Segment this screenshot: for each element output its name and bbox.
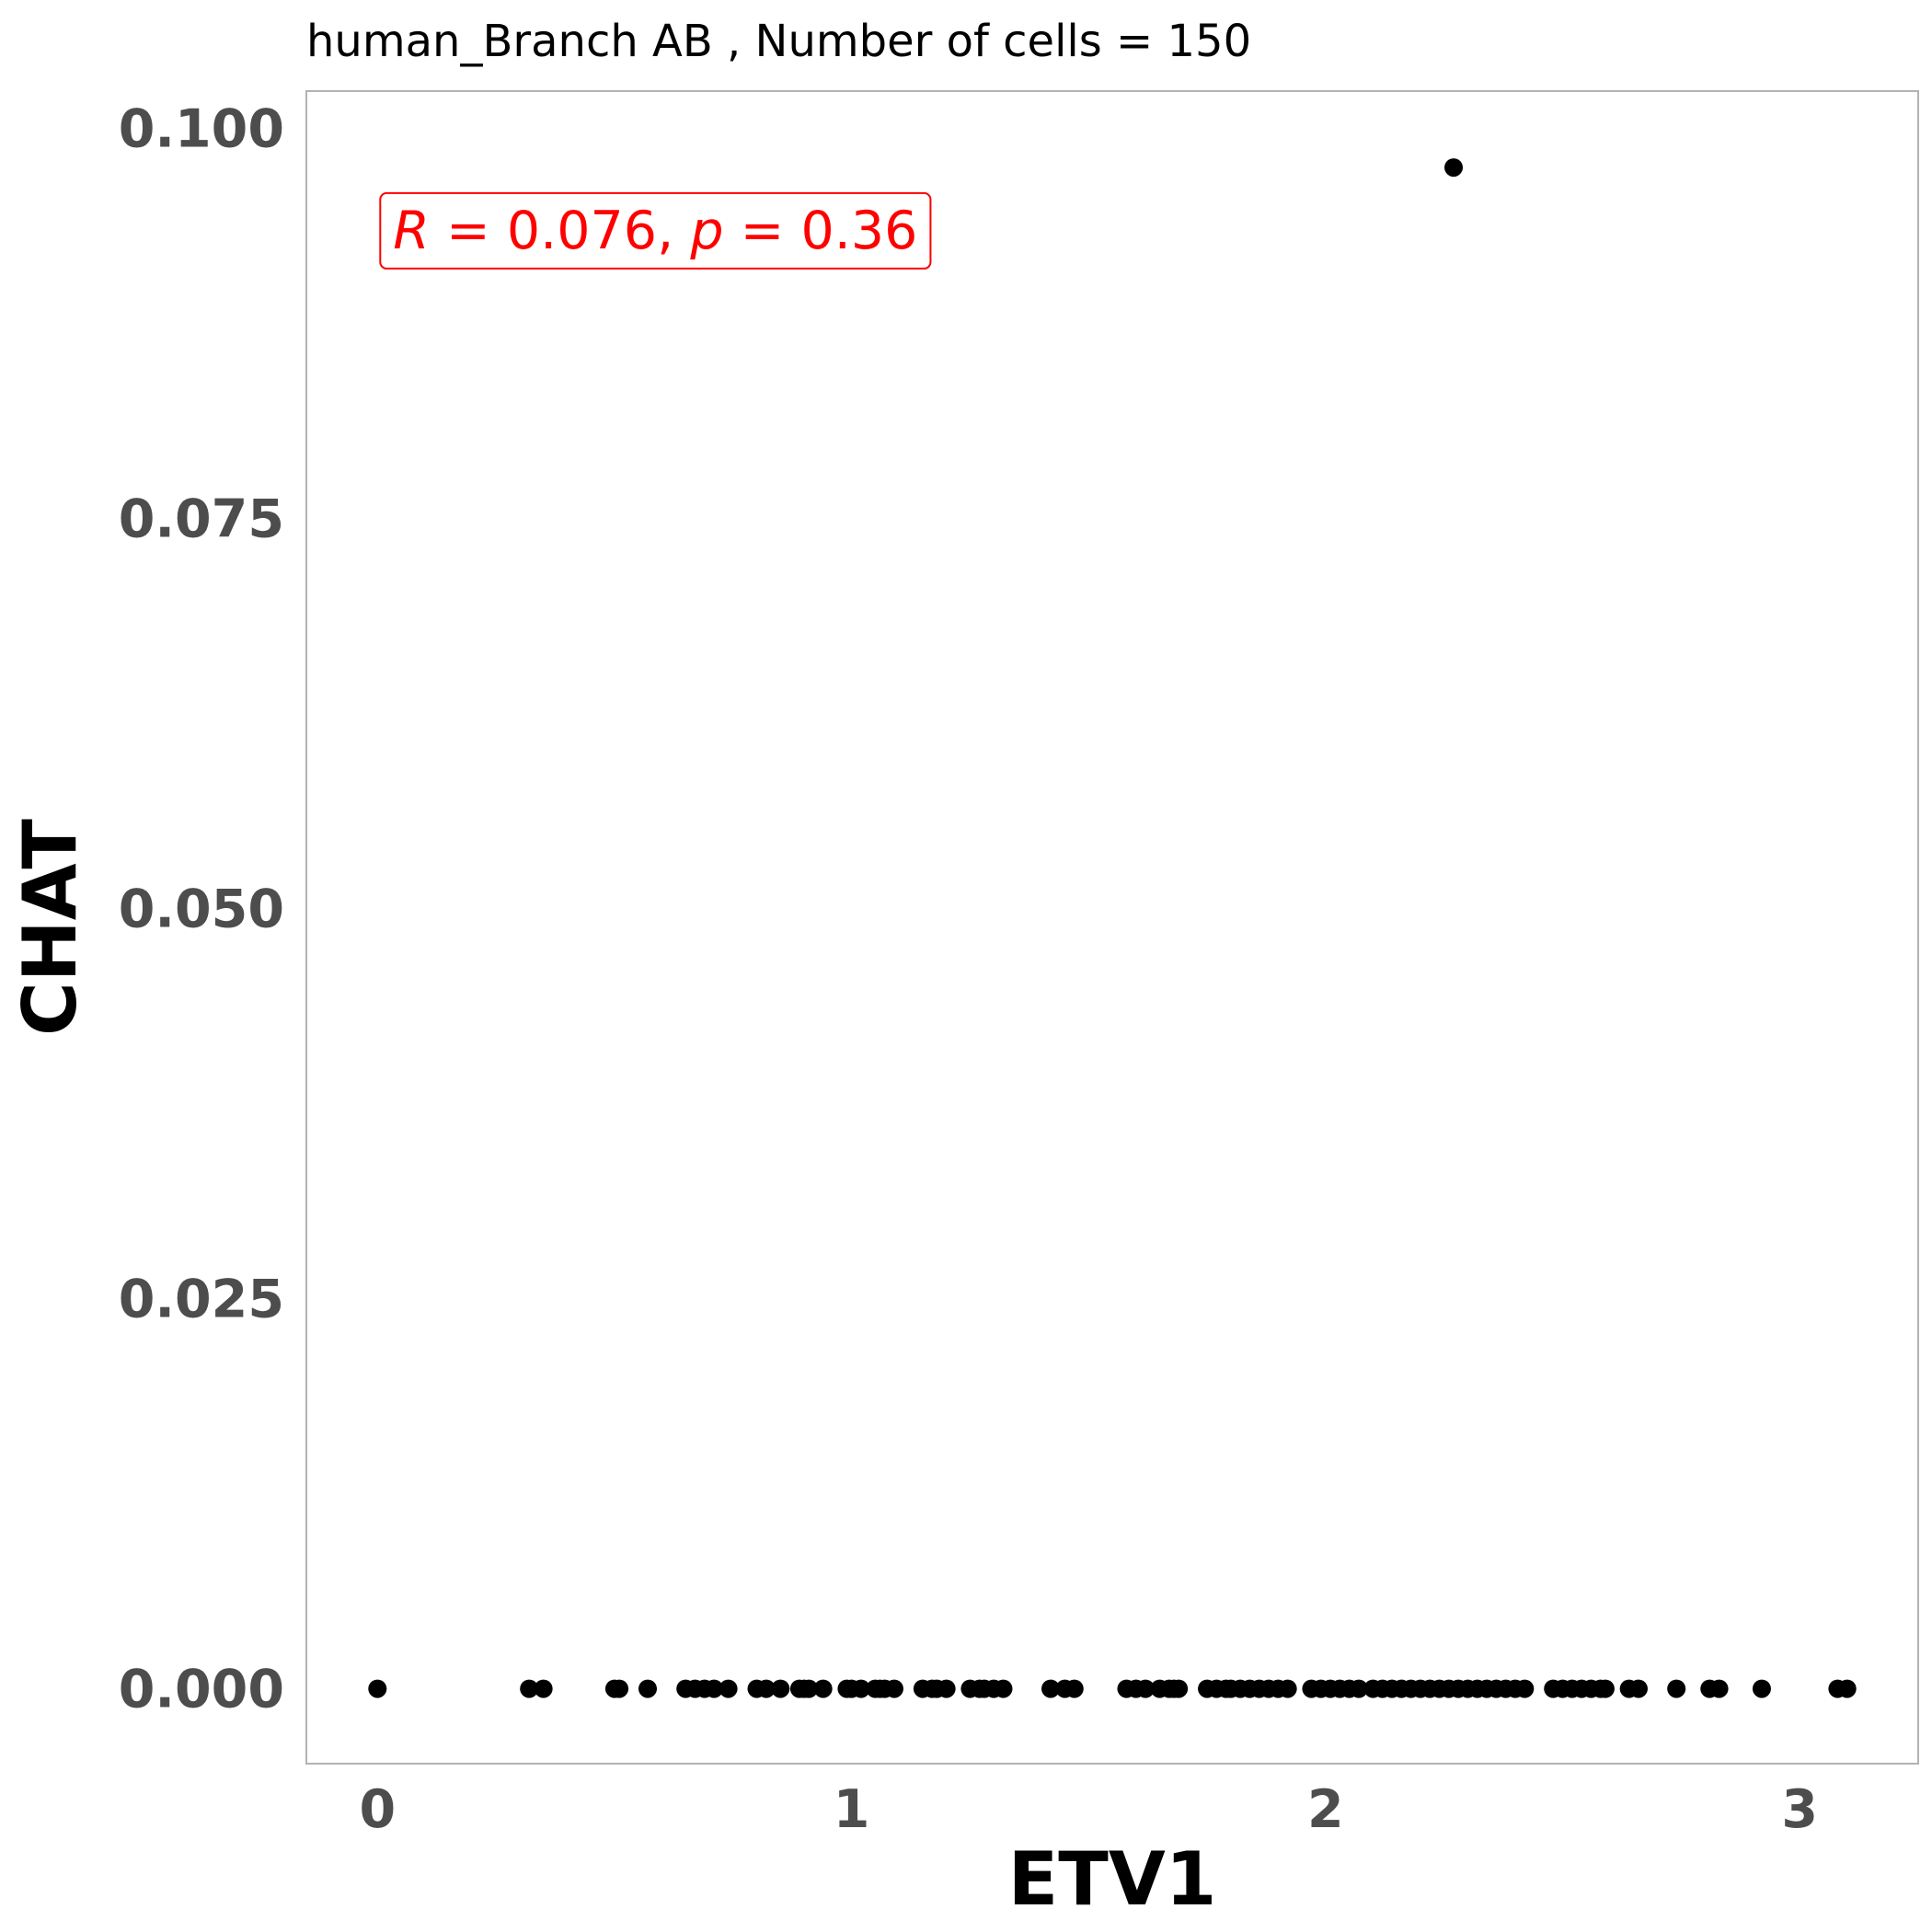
correlation-annotation: R = 0.076, p = 0.36 — [379, 191, 932, 270]
x-axis-ticks: 0 1 2 3 — [359, 1779, 1818, 1840]
data-point — [851, 1679, 870, 1698]
y-tick-label: 0.075 — [119, 489, 284, 550]
data-point — [1667, 1679, 1686, 1698]
data-point — [705, 1679, 724, 1698]
data-point — [771, 1679, 790, 1698]
data-point — [520, 1679, 539, 1698]
data-point — [813, 1679, 833, 1698]
p-value: = 0.36 — [724, 201, 918, 261]
data-point — [1278, 1679, 1297, 1698]
y-tick-label: 0.050 — [119, 880, 284, 940]
data-point — [1064, 1679, 1084, 1698]
data-point — [719, 1679, 738, 1698]
data-point — [368, 1679, 387, 1698]
data-point — [534, 1679, 553, 1698]
chart-title: human_Branch AB , Number of cells = 150 — [306, 16, 1251, 67]
x-tick-label: 0 — [359, 1779, 396, 1840]
y-tick-label: 0.025 — [119, 1270, 284, 1330]
correlation-label: R = 0.076, p = 0.36 — [393, 201, 917, 261]
data-point — [799, 1679, 819, 1698]
y-tick-label: 0.100 — [119, 99, 284, 160]
data-point — [1515, 1679, 1535, 1698]
data-point — [1595, 1679, 1615, 1698]
x-tick-label: 3 — [1781, 1779, 1818, 1840]
data-point — [1628, 1679, 1648, 1698]
data-point — [1752, 1679, 1771, 1698]
y-axis-ticks: 0.000 0.025 0.050 0.075 0.100 — [119, 99, 284, 1720]
r-symbol: R — [393, 201, 430, 261]
data-point — [1041, 1679, 1061, 1698]
x-tick-label: 1 — [834, 1779, 870, 1840]
y-tick-label: 0.000 — [119, 1660, 284, 1720]
r-value: = 0.076, — [430, 201, 690, 261]
data-point — [1349, 1679, 1368, 1698]
correlation-box — [379, 191, 932, 270]
data-point — [610, 1679, 629, 1698]
data-point — [756, 1679, 776, 1698]
plot-panel — [305, 90, 1919, 1765]
data-point — [1444, 158, 1464, 178]
data-point — [1169, 1679, 1189, 1698]
data-point — [994, 1679, 1013, 1698]
data-point — [1709, 1679, 1729, 1698]
data-point — [1837, 1679, 1857, 1698]
data-point — [884, 1679, 903, 1698]
data-point — [638, 1679, 658, 1698]
p-symbol: p — [689, 201, 723, 261]
x-axis-title: ETV1 — [1008, 1836, 1217, 1922]
data-point — [937, 1679, 956, 1698]
data-point — [1136, 1679, 1156, 1698]
data-points — [368, 158, 1857, 1698]
x-tick-label: 2 — [1307, 1779, 1344, 1840]
y-axis-title: CHAT — [7, 819, 93, 1036]
